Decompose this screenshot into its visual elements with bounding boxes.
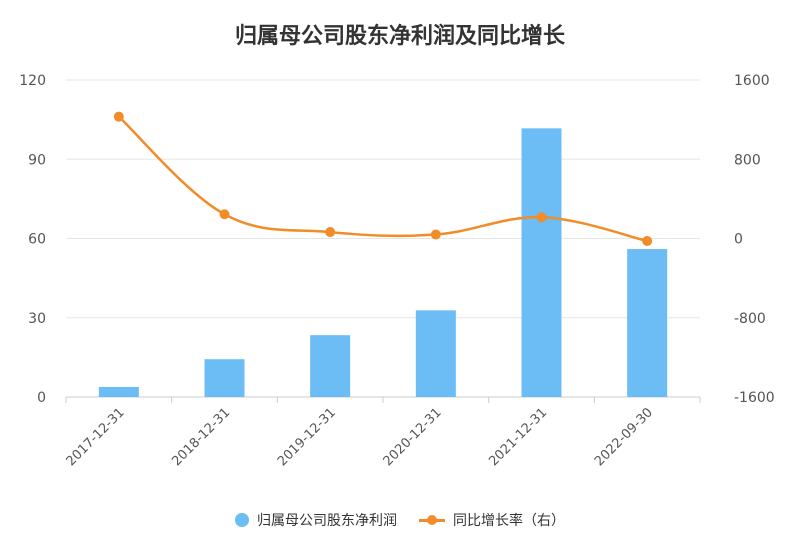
bar [310, 335, 351, 397]
x-tick-label: 2022-09-30 [592, 405, 656, 469]
line-point [113, 111, 124, 122]
bar [415, 310, 456, 397]
line-point [536, 212, 547, 223]
y-left-tick-label: 90 [28, 152, 46, 168]
x-tick-label: 2018-12-31 [169, 405, 233, 469]
y-right-tick-label: 0 [734, 232, 743, 248]
bar [204, 359, 245, 397]
x-tick-label: 2020-12-31 [381, 405, 445, 469]
legend-bar-swatch [235, 513, 249, 527]
y-left-tick-label: 0 [37, 390, 46, 406]
bar [98, 386, 139, 397]
y-left-tick-label: 60 [28, 232, 46, 248]
legend-bar-label: 归属母公司股东净利润 [257, 513, 397, 529]
y-right-tick-label: 800 [734, 152, 761, 168]
y-right-tick-label: 1600 [734, 73, 770, 89]
y-right-tick-label: -1600 [734, 390, 775, 406]
x-tick-label: 2017-12-31 [64, 405, 128, 469]
line-point [430, 229, 441, 240]
line-point [219, 209, 230, 220]
legend-item-bar[interactable]: 归属母公司股东净利润 [235, 510, 397, 530]
bar [521, 128, 562, 397]
legend-line-swatch [419, 513, 445, 527]
legend: 归属母公司股东净利润 同比增长率（右） [0, 510, 800, 530]
y-right-tick-label: -800 [734, 311, 766, 327]
chart-title: 归属母公司股东净利润及同比增长 [234, 24, 565, 49]
x-tick-label: 2019-12-31 [275, 405, 339, 469]
x-tick-label: 2021-12-31 [486, 405, 550, 469]
growth-rate-line [117, 115, 648, 243]
legend-item-line[interactable]: 同比增长率（右） [419, 510, 565, 530]
bar [627, 249, 668, 397]
legend-line-label: 同比增长率（右） [453, 513, 565, 529]
line-point [642, 235, 653, 246]
y-left-tick-label: 30 [28, 311, 46, 327]
line-point [325, 227, 336, 238]
y-left-tick-label: 120 [19, 73, 46, 89]
